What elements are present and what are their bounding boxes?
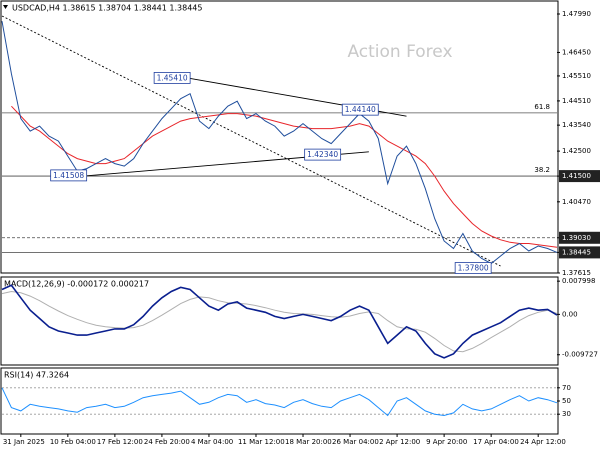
y-tick-label: 0.007998 [562,277,595,285]
series-line [1,284,558,359]
y-tick-label: 0.00 [562,310,578,318]
x-tick-label: 17 Feb 12:00 [97,438,143,446]
level-label: 38.2 [534,166,550,174]
annotation-label: 1.45410 [157,73,188,82]
series-line [11,105,558,248]
panel-title: USDCAD,H4 1.38615 1.38704 1.38441 1.3844… [12,4,202,13]
trendline [1,15,501,267]
x-tick-label: 9 Apr 20:00 [426,438,467,446]
x-tick-label: 24 Feb 20:00 [144,438,190,446]
annotation-box [454,262,492,274]
y-tick-label: 1.44510 [562,97,591,105]
price-panel [0,0,559,274]
y-tick-label: 1.47990 [562,10,591,18]
y-tick-label: 1.41500 [562,172,591,180]
x-tick-label: 17 Apr 04:00 [473,438,519,446]
annotation-box [304,148,342,161]
y-tick-label: 1.39030 [562,234,591,242]
x-tick-label: 24 Apr 12:00 [520,438,566,446]
x-tick-label: 31 Jan 2025 [3,438,45,446]
rsi-panel [0,367,559,435]
y-tick-label: 30 [562,410,571,418]
annotation-box [50,169,88,182]
x-tick-label: 4 Mar 04:00 [191,438,233,446]
annotation-label: 1.37800 [458,264,489,273]
series-line [1,290,558,353]
panel-title: MACD(12,26,9) -0.000172 0.000217 [4,280,149,289]
series-line [1,21,558,265]
level-label: 61.8 [534,103,550,111]
x-tick-label: 2 Apr 12:00 [379,438,420,446]
macd-panel [0,276,559,366]
x-tick-label: 26 Mar 04:00 [332,438,379,446]
annotation-box [341,103,379,116]
y-tick-label: 1.38445 [562,248,591,256]
y-tick-label: 1.37615 [562,269,591,277]
y-tick-label: 1.43540 [562,121,591,129]
y-tick-label: 1.40470 [562,198,591,206]
y-tick-label: 1.46450 [562,48,591,56]
annotation-label: 1.42340 [307,150,338,159]
panel-title: RSI(14) 47.3264 [4,371,69,380]
x-tick-label: 10 Feb 04:00 [50,438,96,446]
menu-arrow [3,5,8,9]
price-label-box [559,246,600,259]
y-tick-label: 1.45510 [562,72,591,80]
annotation-box [153,72,191,84]
series-line [1,387,558,417]
y-tick-label: 50 [562,397,571,405]
watermark: Action Forex [347,42,452,62]
x-tick-label: 11 Mar 12:00 [238,438,285,446]
annotation-label: 1.41508 [53,171,84,180]
annotation-label: 1.44140 [345,105,376,114]
price-label-box [559,231,600,244]
y-tick-label: 70 [562,384,571,392]
y-tick-label: 1.42500 [562,147,591,155]
x-tick-label: 18 Mar 20:00 [285,438,332,446]
y-tick-label: -0.009727 [562,351,598,359]
price-label-box [559,170,600,183]
